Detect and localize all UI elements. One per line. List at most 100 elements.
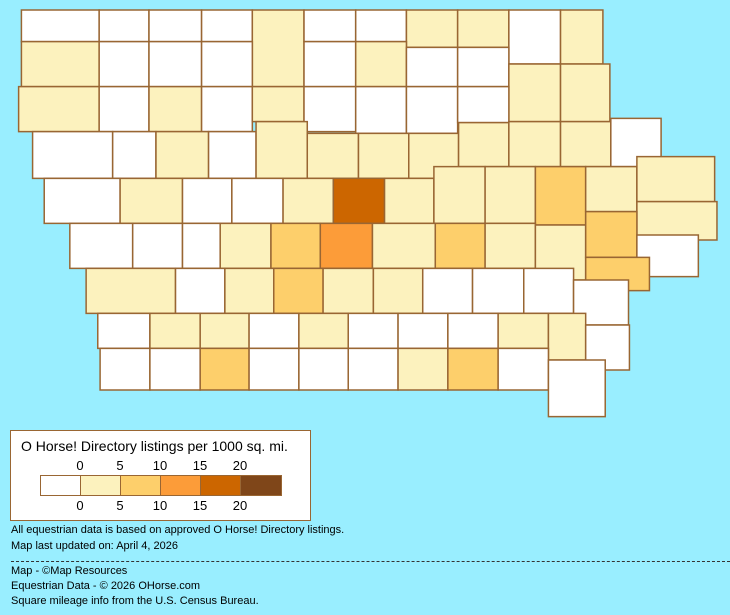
county[interactable]	[99, 10, 149, 42]
county[interactable]	[561, 10, 603, 64]
county[interactable]	[498, 348, 548, 390]
county[interactable]	[100, 348, 150, 390]
county[interactable]	[509, 122, 561, 167]
county[interactable]	[304, 42, 356, 87]
data-credit: Equestrian Data - © 2026 OHorse.com	[11, 580, 201, 592]
county[interactable]	[274, 268, 323, 313]
county[interactable]	[202, 87, 253, 132]
county[interactable]	[356, 10, 407, 42]
county[interactable]	[150, 313, 200, 348]
county[interactable]	[200, 348, 249, 390]
county[interactable]	[398, 313, 448, 348]
county[interactable]	[149, 10, 202, 42]
county[interactable]	[458, 87, 509, 123]
county[interactable]	[252, 10, 304, 87]
county[interactable]	[356, 42, 407, 87]
county[interactable]	[307, 133, 358, 178]
county[interactable]	[423, 268, 473, 313]
county[interactable]	[561, 122, 611, 167]
legend-swatch	[161, 476, 201, 495]
county[interactable]	[149, 87, 202, 132]
county[interactable]	[252, 87, 304, 122]
legend-tick-label: 20	[232, 458, 248, 473]
county[interactable]	[176, 268, 225, 313]
county[interactable]	[209, 132, 256, 179]
county[interactable]	[304, 10, 356, 42]
county[interactable]	[406, 87, 457, 134]
county[interactable]	[133, 223, 183, 268]
county[interactable]	[637, 157, 715, 202]
county[interactable]	[356, 87, 407, 134]
county[interactable]	[473, 268, 524, 313]
county[interactable]	[498, 313, 548, 348]
county[interactable]	[183, 178, 232, 223]
legend-tick-label: 5	[116, 458, 124, 473]
county[interactable]	[406, 47, 457, 86]
county[interactable]	[120, 178, 182, 223]
county[interactable]	[524, 268, 574, 313]
county[interactable]	[304, 87, 356, 132]
county[interactable]	[358, 133, 408, 178]
legend-tick-label: 5	[116, 498, 124, 513]
county[interactable]	[200, 313, 249, 348]
county[interactable]	[398, 348, 448, 390]
legend-tick-label: 15	[192, 498, 208, 513]
county[interactable]	[586, 167, 637, 212]
county[interactable]	[434, 167, 485, 224]
county[interactable]	[70, 223, 133, 268]
county[interactable]	[44, 178, 120, 223]
county[interactable]	[249, 313, 299, 348]
county[interactable]	[33, 132, 113, 179]
county[interactable]	[535, 167, 585, 225]
county[interactable]	[299, 348, 348, 390]
county[interactable]	[320, 223, 372, 268]
county[interactable]	[448, 348, 498, 390]
county[interactable]	[509, 64, 561, 122]
county[interactable]	[283, 178, 333, 223]
county[interactable]	[373, 268, 422, 313]
county[interactable]	[448, 313, 498, 348]
county[interactable]	[548, 313, 585, 360]
county[interactable]	[435, 223, 485, 268]
county[interactable]	[249, 348, 299, 390]
county[interactable]	[21, 42, 99, 87]
county[interactable]	[459, 123, 509, 167]
county[interactable]	[323, 268, 373, 313]
county[interactable]	[99, 42, 149, 87]
county[interactable]	[225, 268, 274, 313]
county[interactable]	[98, 313, 150, 348]
county[interactable]	[21, 10, 99, 42]
county[interactable]	[271, 223, 320, 268]
county[interactable]	[586, 212, 637, 258]
county[interactable]	[232, 178, 283, 223]
legend-swatch	[121, 476, 161, 495]
county[interactable]	[19, 87, 100, 132]
county[interactable]	[485, 223, 535, 268]
county[interactable]	[86, 268, 175, 313]
county[interactable]	[458, 47, 509, 86]
county[interactable]	[150, 348, 200, 390]
county[interactable]	[333, 178, 384, 223]
county[interactable]	[485, 167, 535, 224]
county[interactable]	[348, 313, 398, 348]
county[interactable]	[637, 202, 717, 240]
county[interactable]	[299, 313, 348, 348]
county[interactable]	[149, 42, 202, 87]
county[interactable]	[458, 10, 509, 47]
county[interactable]	[113, 132, 156, 179]
county[interactable]	[256, 122, 307, 179]
county[interactable]	[509, 10, 561, 64]
county[interactable]	[156, 132, 209, 179]
county[interactable]	[220, 223, 271, 268]
county[interactable]	[406, 10, 457, 47]
legend-tick-label: 20	[232, 498, 248, 513]
county[interactable]	[561, 64, 610, 122]
county[interactable]	[348, 348, 398, 390]
county[interactable]	[202, 10, 253, 42]
county[interactable]	[548, 360, 605, 417]
county[interactable]	[202, 42, 253, 87]
county[interactable]	[385, 178, 434, 223]
county[interactable]	[372, 223, 435, 268]
county[interactable]	[99, 87, 149, 132]
county[interactable]	[183, 223, 221, 268]
